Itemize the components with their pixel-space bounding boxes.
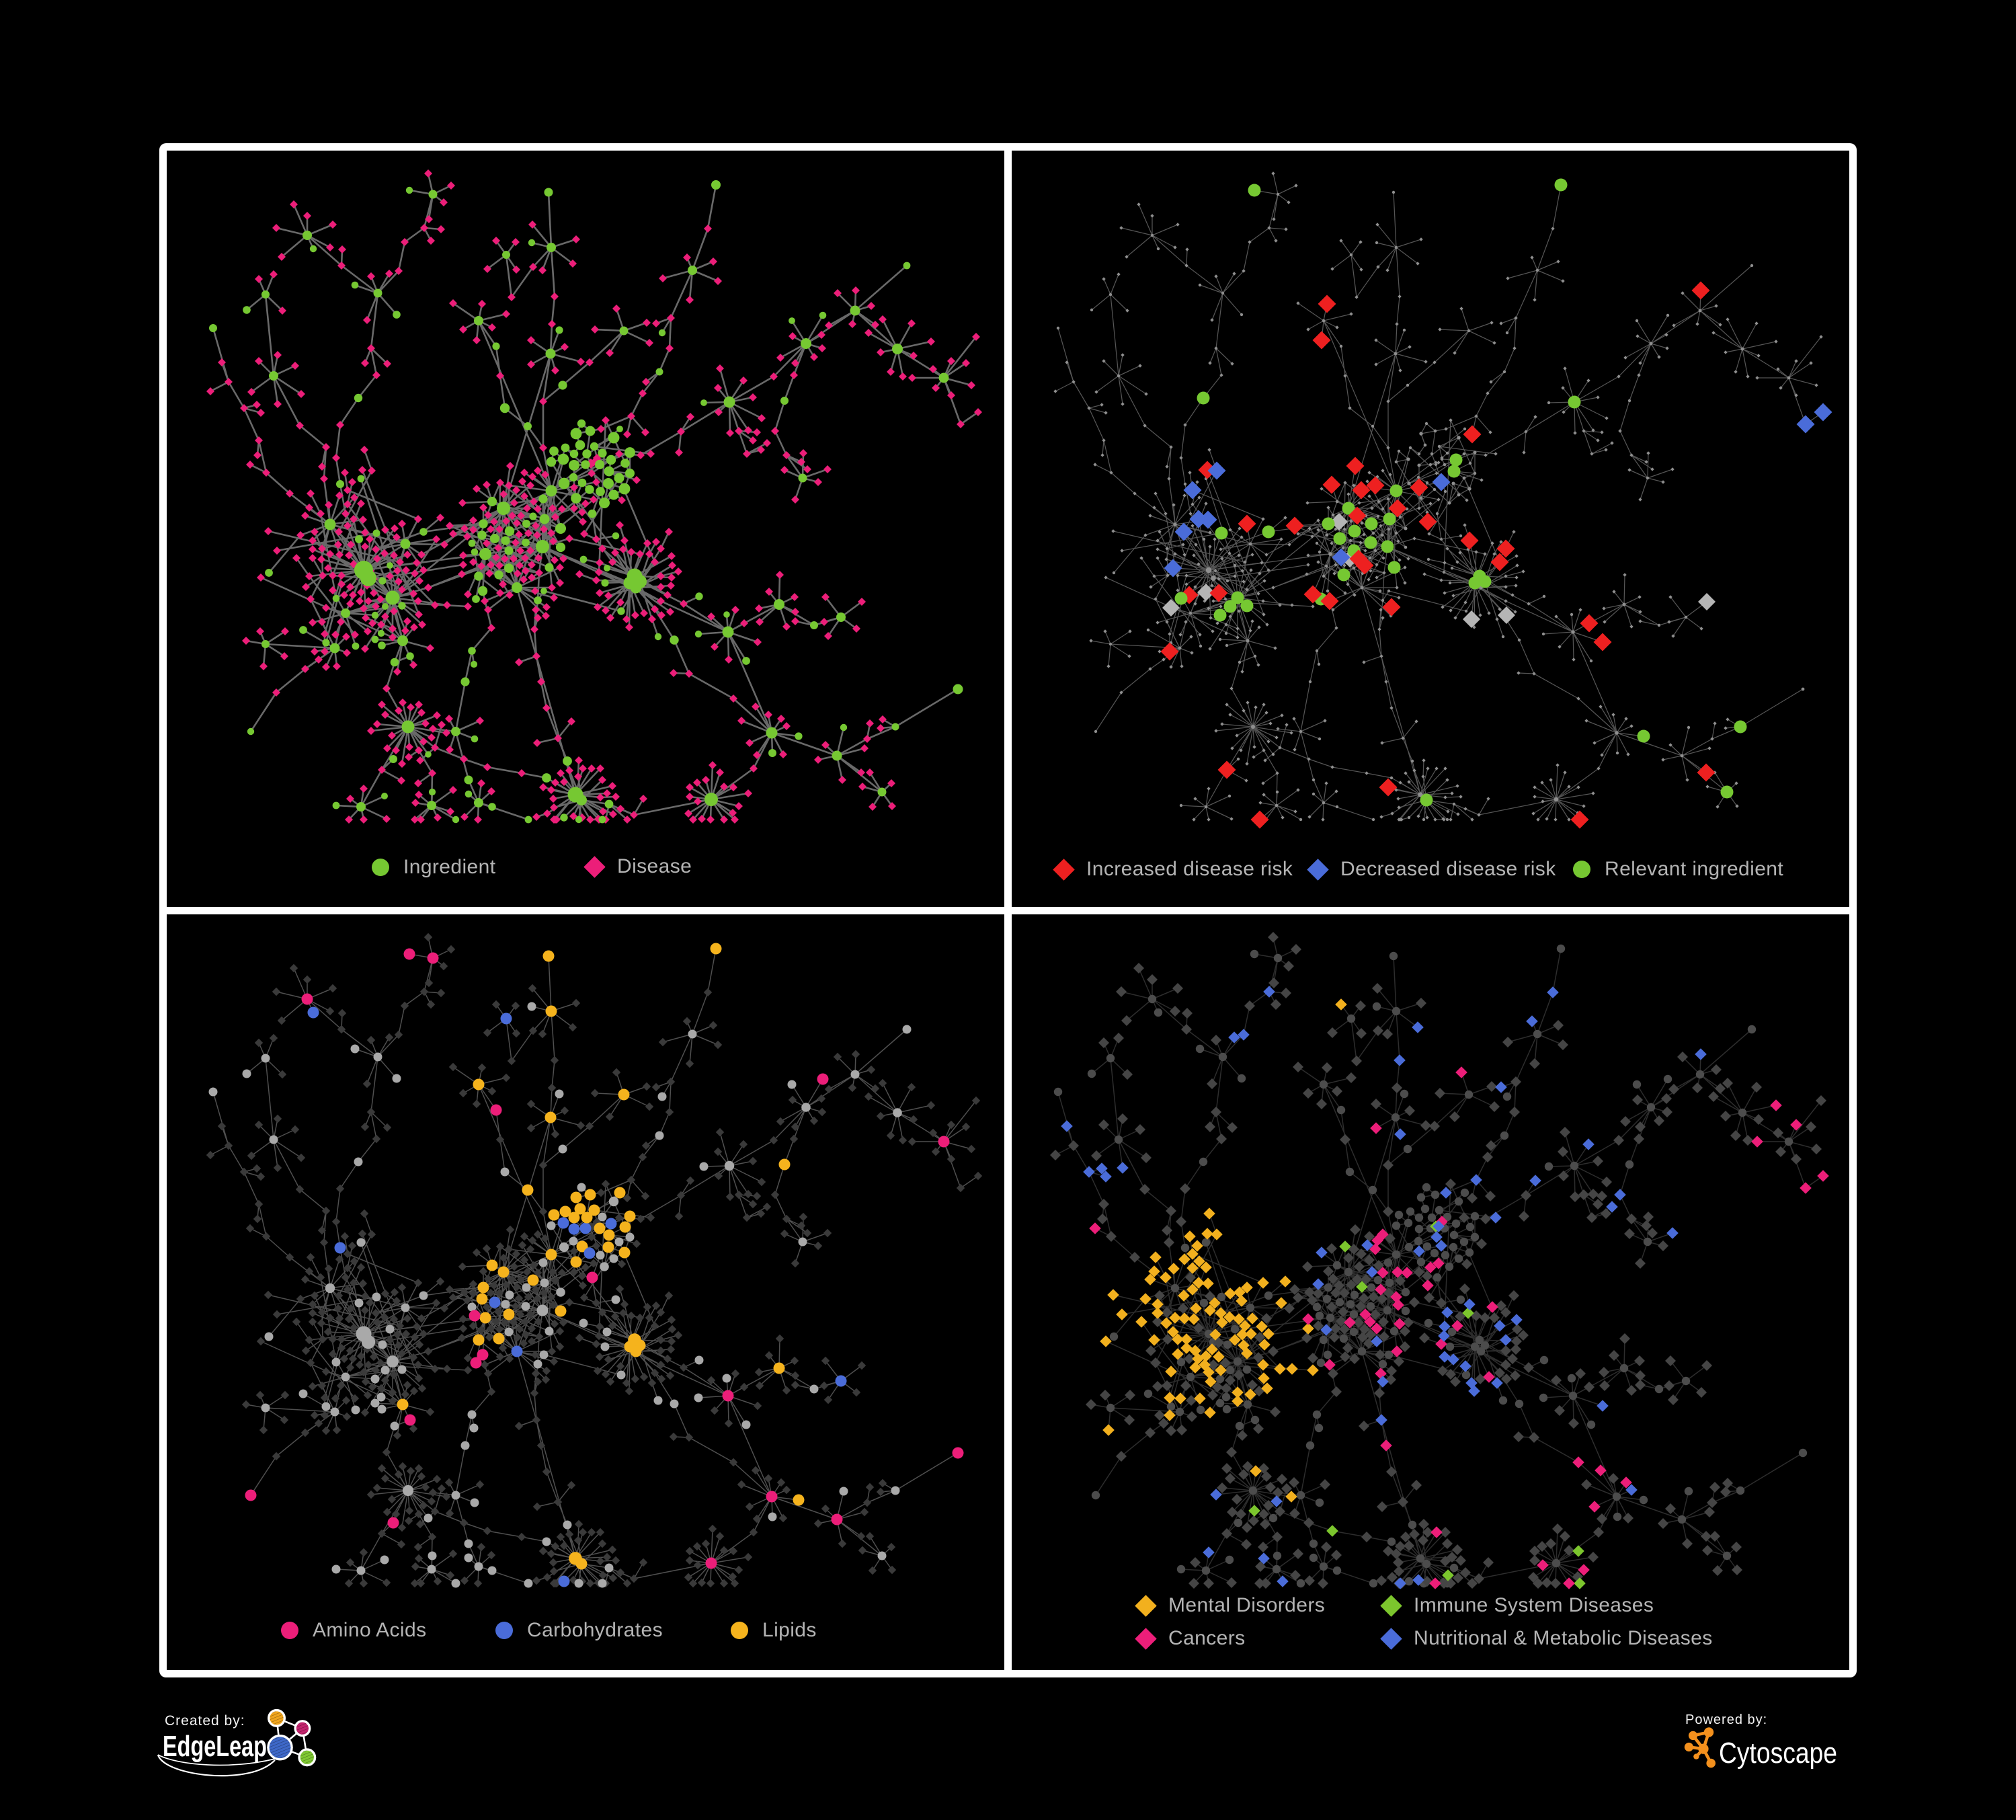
- node-layer-mid: [208, 1002, 912, 1588]
- panel-disease-risk: Increased disease risk Decreased disease …: [1012, 151, 1849, 907]
- edge-layer: [1055, 173, 1824, 820]
- edgeleap-glyph-nodes: [267, 1709, 317, 1767]
- node-layer-top: [1160, 178, 1832, 829]
- node-layer-base: [1053, 944, 1808, 1588]
- cytoscape-glyph: [1684, 1727, 1716, 1768]
- network-graph-nutrient-classes: [206, 933, 983, 1588]
- cytoscape-logo: Powered by: Cytoscape: [1684, 1712, 1837, 1770]
- panel-ingredient-disease: Ingredient Disease: [167, 151, 1004, 907]
- network-grid-frame: Ingredient Disease Increased disease risk…: [159, 143, 1857, 1677]
- network-graph-disease-risk: [1053, 171, 1832, 829]
- node-layer-top: [1061, 986, 1829, 1589]
- panel-disease-categories: Mental Disorders Immune System Diseases Ca…: [1012, 914, 1849, 1670]
- created-by-label: Created by:: [165, 1713, 245, 1729]
- cytoscape-wordmark: Cytoscape: [1719, 1737, 1837, 1770]
- edgeleap-swoosh: [157, 1754, 276, 1777]
- powered-by-label: Powered by:: [1685, 1712, 1767, 1727]
- panel-divider-horizontal: [167, 907, 1849, 914]
- node-layer-base: [206, 933, 983, 1588]
- cytoscape-glyph-nodes: [1684, 1727, 1716, 1768]
- node-layer-base: [1053, 171, 1823, 822]
- node-layer-mid: [209, 180, 963, 824]
- node-layer-top: [245, 943, 964, 1587]
- edgeleap-logo: Created by: EdgeLeap: [157, 1709, 317, 1777]
- edgeleap-wordmark: EdgeLeap: [163, 1730, 267, 1763]
- panel-nutrient-classes: Amino Acids Carbohydrates Lipids: [167, 914, 1004, 1670]
- network-graph-disease-categories: [1050, 932, 1829, 1589]
- network-graph-ingredient-disease: [206, 169, 982, 824]
- edgeleap-glyph: [267, 1709, 317, 1767]
- node-layer-base: [206, 169, 982, 824]
